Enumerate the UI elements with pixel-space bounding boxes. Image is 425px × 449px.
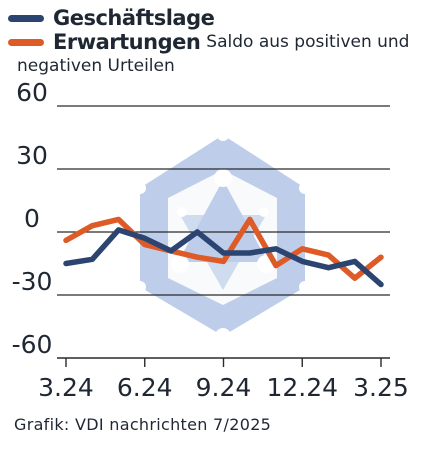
y-tick-label: -30 xyxy=(12,267,53,296)
legend-label-series-2: Erwartungen xyxy=(53,30,201,54)
legend-swatch-series-1 xyxy=(8,14,44,22)
x-tick-label: 12.24 xyxy=(266,373,338,402)
y-tick-label: 60 xyxy=(16,78,48,107)
grid-lines xyxy=(57,105,390,296)
source-credit: Grafik: VDI nachrichten 7/2025 xyxy=(14,415,272,434)
logo-watermark-icon xyxy=(134,129,311,344)
x-tick-label: 3.24 xyxy=(38,373,94,402)
x-axis: 3.24 6.24 9.24 12.24 3.25 xyxy=(38,357,409,402)
x-tick-label: 6.24 xyxy=(117,373,173,402)
legend-note-continued: negativen Urteilen xyxy=(17,56,175,76)
y-tick-label: 30 xyxy=(16,141,48,170)
series-line-1 xyxy=(63,227,384,288)
x-tick-label: 3.25 xyxy=(353,373,409,402)
y-axis-labels: 60 30 0 -30 -60 xyxy=(12,78,53,359)
series-lines xyxy=(63,216,384,288)
series-line-2 xyxy=(63,216,384,281)
legend-item-series-1: Geschäftslage xyxy=(8,6,423,30)
legend-item-series-2: Erwartungen Saldo aus positiven und xyxy=(8,30,423,54)
legend: Geschäftslage Erwartungen Saldo aus posi… xyxy=(8,6,423,76)
legend-label-series-1: Geschäftslage xyxy=(53,6,215,30)
x-tick-label: 9.24 xyxy=(196,373,252,402)
y-tick-label: -60 xyxy=(12,330,53,359)
legend-note: Saldo aus positiven und xyxy=(206,32,410,52)
y-tick-label: 0 xyxy=(24,204,40,233)
legend-swatch-series-2 xyxy=(8,38,44,46)
